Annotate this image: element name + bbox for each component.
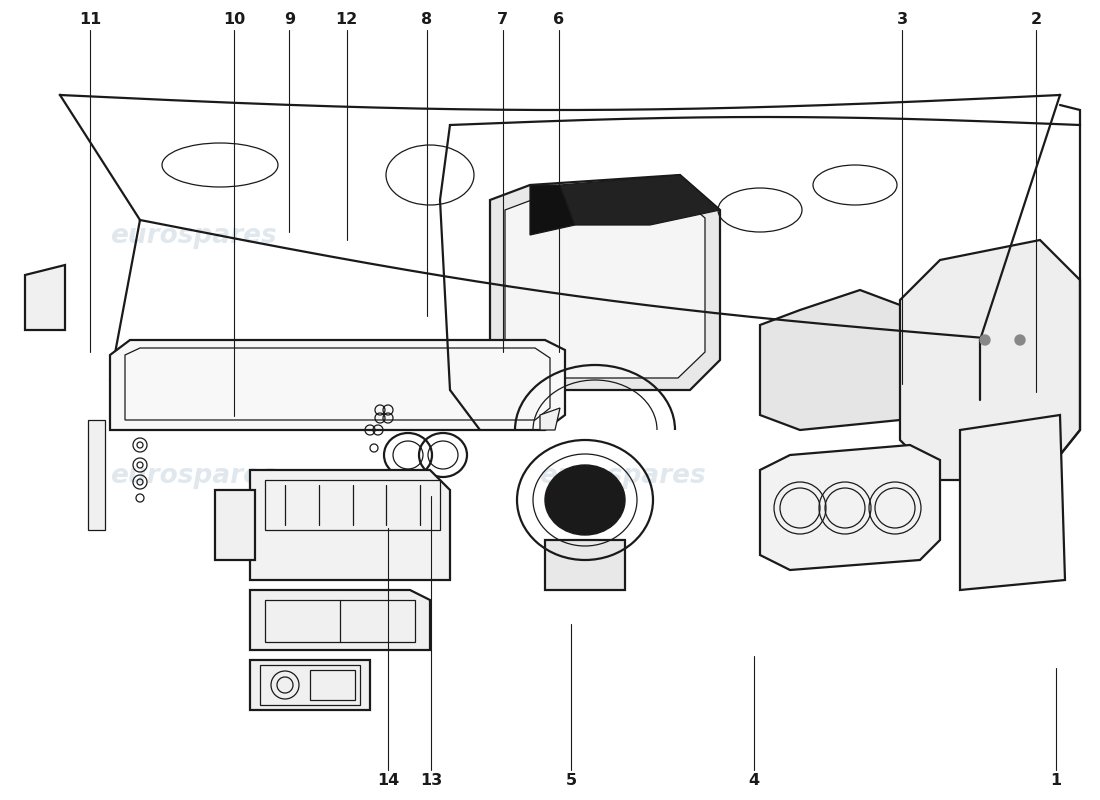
Polygon shape — [505, 188, 705, 378]
Polygon shape — [250, 590, 430, 650]
Text: eurospares: eurospares — [539, 223, 706, 249]
Text: 2: 2 — [1031, 12, 1042, 26]
Text: 14: 14 — [377, 774, 399, 788]
Polygon shape — [250, 660, 370, 710]
Text: 8: 8 — [421, 12, 432, 26]
Text: 13: 13 — [420, 774, 442, 788]
Polygon shape — [540, 408, 560, 430]
Text: 11: 11 — [79, 12, 101, 26]
Text: 3: 3 — [896, 12, 907, 26]
Polygon shape — [214, 490, 255, 560]
Text: eurospares: eurospares — [110, 463, 277, 489]
Polygon shape — [960, 415, 1065, 590]
Text: eurospares: eurospares — [110, 223, 277, 249]
Polygon shape — [490, 175, 720, 390]
Polygon shape — [900, 240, 1080, 480]
Text: 4: 4 — [748, 774, 759, 788]
Text: 1: 1 — [1050, 774, 1062, 788]
Text: 7: 7 — [497, 12, 508, 26]
Polygon shape — [760, 445, 940, 570]
Text: 12: 12 — [336, 12, 358, 26]
Polygon shape — [25, 265, 65, 330]
Ellipse shape — [980, 335, 990, 345]
Ellipse shape — [877, 490, 913, 526]
Text: 5: 5 — [565, 774, 576, 788]
Ellipse shape — [827, 490, 864, 526]
Text: 10: 10 — [223, 12, 245, 26]
Ellipse shape — [544, 465, 625, 535]
Text: 6: 6 — [553, 12, 564, 26]
Polygon shape — [250, 470, 450, 580]
Polygon shape — [530, 185, 575, 235]
Polygon shape — [560, 175, 720, 225]
Ellipse shape — [782, 490, 818, 526]
Polygon shape — [544, 540, 625, 590]
Text: eurospares: eurospares — [539, 463, 706, 489]
Polygon shape — [110, 340, 565, 430]
Text: 9: 9 — [284, 12, 295, 26]
Polygon shape — [760, 290, 920, 430]
Polygon shape — [88, 420, 104, 530]
Ellipse shape — [1015, 335, 1025, 345]
